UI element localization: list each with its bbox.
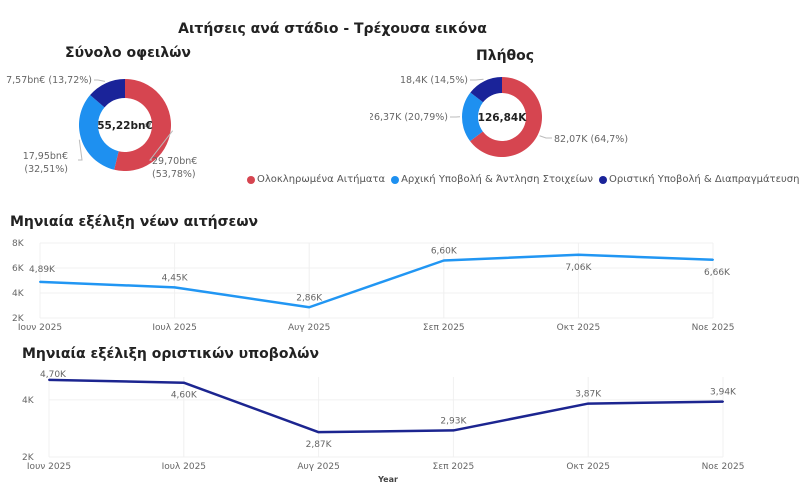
donut-slice (470, 77, 542, 157)
data-label: 6,60K (431, 247, 458, 257)
data-label: 2,93K (440, 416, 467, 426)
y-tick-label: 2K (22, 453, 35, 463)
legend-dot-icon (247, 175, 255, 184)
data-point (712, 258, 714, 261)
y-tick-label: 2K (12, 314, 25, 324)
donut-amount-chart: 29,70bn€ (53,78%) 17,95bn€ (32,51%) 7,57bn€ … (6, 75, 197, 180)
line-final-chart: Ιουν 2025 Ιουλ 2025 Αυγ 2025 Σεπ 2025 Οκτ 20… (22, 370, 745, 484)
data-label: 4,45K (162, 273, 189, 283)
donut-data-label: (32,51%) (24, 164, 68, 175)
data-point (39, 280, 41, 283)
data-label: 4,89K (29, 265, 56, 275)
data-point (317, 431, 320, 434)
x-axis-title: Year (377, 475, 398, 484)
series-line (48, 378, 724, 434)
series-line (39, 253, 714, 309)
x-tick-label: Νοε 2025 (702, 462, 745, 472)
donut-slice (470, 77, 502, 103)
leader-line (78, 139, 83, 161)
donut-count-title: Πλήθος (476, 48, 535, 64)
legend-label: Ολοκληρωμένα Αιτήματα (257, 174, 386, 185)
donut-slice (90, 79, 125, 108)
y-tick-label: 4K (12, 289, 25, 299)
data-label: 4,70K (40, 370, 67, 380)
line-new-title: Μηνιαία εξέλιξη νέων αιτήσεων (10, 214, 259, 230)
donut-data-label: 17,95bn€ (23, 151, 68, 162)
data-point (48, 378, 50, 381)
data-point (182, 381, 185, 384)
donut-center-label: 126,84K (478, 112, 528, 124)
x-tick-label: Νοε 2025 (692, 323, 735, 333)
leader-line (148, 130, 174, 161)
data-point (452, 429, 455, 432)
x-tick-label: Ιουλ 2025 (162, 462, 206, 472)
donut-data-label: 82,07K (64,7%) (554, 134, 628, 145)
x-tick-label: Αυγ 2025 (297, 462, 339, 472)
x-tick-label: Σεπ 2025 (433, 462, 475, 472)
x-tick-label: Αυγ 2025 (288, 323, 330, 333)
dashboard-title: Αιτήσεις ανά στάδιο - Τρέχουσα εικόνα (178, 21, 487, 37)
data-point (308, 306, 311, 309)
donut-slice (462, 92, 484, 142)
legend-item-final[interactable]: Οριστική Υποβολή & Διαπραγμάτευση (599, 174, 799, 185)
data-label: 4,60K (171, 391, 198, 401)
x-tick-label: Ιουν 2025 (18, 323, 62, 333)
x-tick-label: Ιουλ 2025 (152, 323, 196, 333)
data-label: 2,87K (306, 440, 333, 450)
legend-dot-icon (391, 175, 400, 184)
legend: Ολοκληρωμένα Αιτήματα Αρχική Υποβολή & Ά… (247, 174, 799, 185)
data-label: 3,94K (710, 388, 737, 398)
legend-label: Αρχική Υποβολή & Άντληση Στοιχείων (401, 174, 593, 185)
donut-center-label: 55,22bn€ (97, 120, 153, 132)
donut-data-label: 26,37K (20,79%) (370, 112, 448, 123)
donut-data-label: 29,70bn€ (152, 156, 197, 167)
donut-data-label: (53,78%) (152, 169, 196, 180)
y-tick-label: 4K (22, 396, 35, 406)
donut-slice (78, 95, 119, 170)
legend-item-initial[interactable]: Αρχική Υποβολή & Άντληση Στοιχείων (391, 174, 593, 185)
leader-line (539, 135, 552, 139)
data-label: 6,66K (704, 268, 731, 278)
data-label: 2,86K (296, 293, 323, 303)
leader-line (470, 78, 484, 81)
leader-line (94, 79, 106, 82)
data-label: 3,87K (575, 390, 602, 400)
x-tick-label: Οκτ 2025 (557, 323, 601, 333)
legend-item-completed[interactable]: Ολοκληρωμένα Αιτήματα (247, 174, 385, 185)
x-tick-label: Οκτ 2025 (566, 462, 610, 472)
y-tick-label: 8K (12, 239, 25, 249)
data-point (442, 259, 445, 262)
donut-count-chart: 82,07K (64,7%) 26,37K (20,79%) 18,4K (14,5… (370, 75, 628, 157)
line-new-chart: Ιουν 2025 Ιουλ 2025 Αυγ 2025 Σεπ 2025 Οκτ 20… (12, 239, 735, 333)
y-tick-label: 6K (12, 264, 25, 274)
x-tick-label: Ιουν 2025 (27, 462, 71, 472)
data-label: 7,06K (565, 263, 592, 273)
donut-data-label: 7,57bn€ (13,72%) (6, 75, 92, 86)
legend-dot-icon (599, 175, 607, 184)
data-point (587, 402, 590, 405)
legend-label: Οριστική Υποβολή & Διαπραγμάτευση (609, 174, 800, 185)
data-point (722, 400, 724, 403)
x-tick-label: Σεπ 2025 (423, 323, 465, 333)
donut-data-label: 18,4K (14,5%) (400, 75, 468, 86)
data-point (577, 253, 580, 256)
line-final-title: Μηνιαία εξέλιξη οριστικών υποβολών (22, 346, 320, 362)
donut-slice (114, 79, 171, 171)
data-point (173, 286, 176, 289)
donut-amount-title: Σύνολο οφειλών (65, 45, 191, 61)
